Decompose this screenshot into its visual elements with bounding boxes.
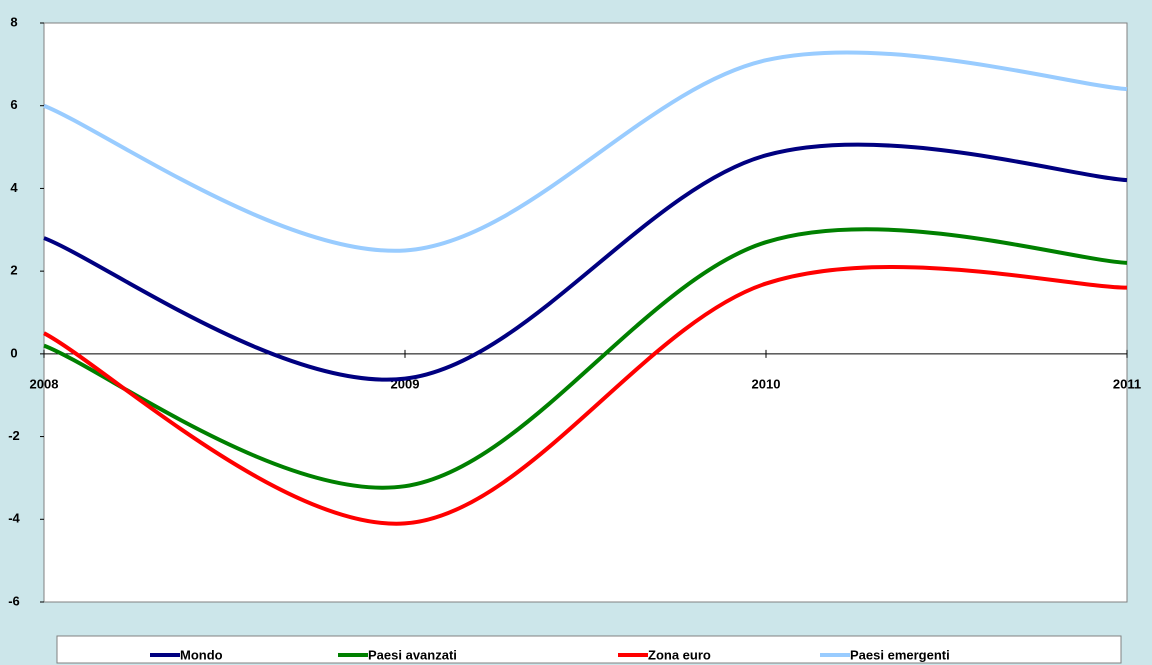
legend-label: Paesi emergenti [850, 647, 950, 662]
series-line [43, 142, 1128, 382]
y-tick-label: 6 [10, 97, 17, 112]
series-line [43, 50, 1128, 253]
legend-label: Zona euro [648, 647, 711, 662]
y-tick-label: 2 [10, 263, 17, 278]
y-tick-label: -6 [8, 593, 20, 608]
series-line [43, 227, 1128, 490]
y-tick-label: 8 [10, 14, 17, 29]
plot-area [43, 22, 1128, 603]
x-tick-label: 2010 [752, 376, 781, 391]
legend-box [56, 635, 1122, 664]
y-tick-label: -4 [8, 511, 20, 526]
y-tick-label: 4 [10, 180, 18, 195]
legend-label: Paesi avanzati [368, 647, 457, 662]
series-line [43, 264, 1128, 526]
y-tick-label: 0 [10, 345, 17, 360]
y-tick-label: -2 [8, 428, 20, 443]
x-tick-label: 2008 [30, 376, 59, 391]
x-tick-label: 2011 [1113, 376, 1141, 391]
legend-label: Mondo [180, 647, 223, 662]
